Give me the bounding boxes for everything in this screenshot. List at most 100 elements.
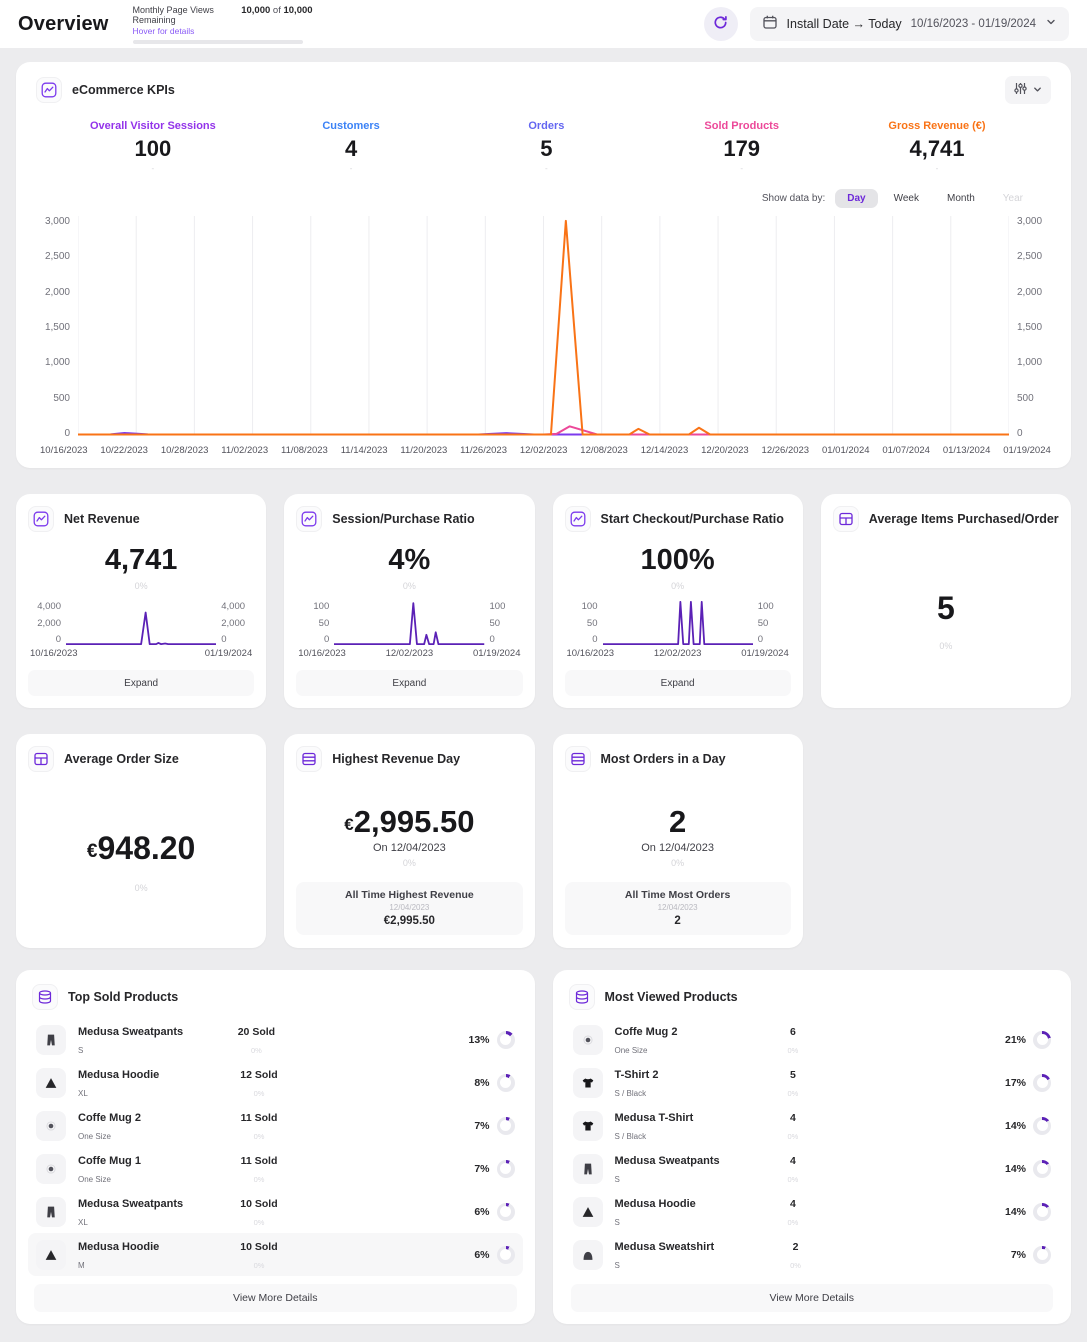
expand-button[interactable]: Expand bbox=[28, 670, 255, 696]
tick-label: 50 bbox=[318, 617, 330, 629]
product-count: 20 Sold bbox=[237, 1025, 276, 1038]
product-row[interactable]: Medusa Hoodie M 10 Sold 0% 6% bbox=[28, 1233, 523, 1276]
expand-button[interactable]: Expand bbox=[564, 670, 791, 696]
tick-label: 50 bbox=[489, 617, 501, 629]
pants-icon bbox=[572, 1153, 603, 1184]
tick-label: 0 bbox=[1017, 427, 1023, 439]
product-name: Medusa Hoodie bbox=[78, 1240, 160, 1253]
card-title: Start Checkout/Purchase Ratio bbox=[600, 512, 784, 526]
kpi-chart-plot[interactable] bbox=[78, 216, 1009, 439]
tick-label: 11/26/2023 bbox=[460, 445, 507, 456]
chart-series-line bbox=[603, 602, 753, 644]
product-row[interactable]: Medusa Sweatshirt S 2 0% 7% bbox=[565, 1233, 1060, 1276]
database-icon bbox=[568, 984, 595, 1010]
tick-label: 500 bbox=[53, 392, 70, 404]
product-row[interactable]: Medusa T-Shirt S / Black 4 0% 14% bbox=[565, 1104, 1060, 1147]
page-views-label: Monthly Page Views Remaining bbox=[132, 4, 214, 25]
delta-badge: 0% bbox=[402, 581, 416, 591]
product-count: 2 bbox=[792, 1240, 799, 1253]
product-row[interactable]: T-Shirt 2 S / Black 5 0% 17% bbox=[565, 1061, 1060, 1104]
top-sold-products-card: Top Sold Products Medusa Sweatpants S 20 … bbox=[16, 970, 535, 1324]
product-count: 4 bbox=[789, 1111, 796, 1124]
sliders-icon bbox=[1013, 81, 1028, 99]
tick-label: 01/13/2024 bbox=[942, 445, 991, 456]
product-count-delta: 0% bbox=[787, 1088, 799, 1098]
tick-label: 10/16/2023 bbox=[566, 648, 615, 659]
chart-series-line bbox=[78, 221, 1009, 435]
delta-badge: 0% bbox=[134, 581, 148, 591]
most-viewed-products-card: Most Viewed Products Coffe Mug 2 One Size… bbox=[552, 970, 1071, 1324]
kpi-customers: Customers 4 - bbox=[322, 120, 380, 173]
card-title: Net Revenue bbox=[64, 512, 140, 526]
toggle-day[interactable]: Day bbox=[835, 189, 878, 208]
line-chart-icon bbox=[36, 77, 62, 103]
product-row[interactable]: Medusa Sweatpants S 20 Sold 0% 13% bbox=[28, 1018, 523, 1061]
product-name: Medusa Sweatpants bbox=[78, 1025, 184, 1038]
delta-badge: 0% bbox=[402, 858, 416, 868]
tick-label: 01/01/2024 bbox=[821, 445, 870, 456]
product-row[interactable]: Coffe Mug 2 One Size 11 Sold 0% 7% bbox=[28, 1104, 523, 1147]
product-name: Medusa Hoodie bbox=[614, 1197, 696, 1210]
product-row[interactable]: Medusa Sweatpants S 4 0% 14% bbox=[565, 1147, 1060, 1190]
tick-label: 2,500 bbox=[44, 251, 70, 263]
product-name: Coffe Mug 2 bbox=[78, 1111, 141, 1124]
chevron-down-icon bbox=[1045, 15, 1057, 33]
chart-options-button[interactable] bbox=[1005, 76, 1051, 104]
page-views-progressbar bbox=[132, 39, 303, 44]
tick-label: 2,000 bbox=[37, 617, 61, 629]
product-row[interactable]: Medusa Hoodie XL 12 Sold 0% 8% bbox=[28, 1061, 523, 1104]
product-row[interactable]: Coffe Mug 1 One Size 11 Sold 0% 7% bbox=[28, 1147, 523, 1190]
card-title: Highest Revenue Day bbox=[332, 752, 461, 766]
product-variant: S / Black bbox=[614, 1088, 647, 1098]
avg-items-per-order-card: Average Items Purchased/Order 5 0% bbox=[820, 494, 1071, 708]
expand-button[interactable]: Expand bbox=[296, 670, 523, 696]
tick-label: 10/22/2023 bbox=[100, 445, 148, 456]
spark-y-left: 100 50 0 bbox=[296, 601, 334, 645]
view-more-details-button[interactable]: View More Details bbox=[570, 1284, 1053, 1312]
tick-label: 3,000 bbox=[44, 216, 70, 227]
product-count-delta: 0% bbox=[787, 1045, 799, 1055]
product-count-delta: 0% bbox=[790, 1260, 801, 1270]
product-share: 8% bbox=[474, 1076, 490, 1089]
spark-y-right: 4,000 2,000 0 bbox=[216, 601, 254, 645]
tick-label: 01/19/2024 bbox=[472, 648, 521, 659]
checkout-purchase-sparkline bbox=[603, 601, 753, 645]
share-donut bbox=[1033, 1159, 1051, 1178]
kpi-overall-visitor-sessions: Overall Visitor Sessions 100 - bbox=[90, 120, 216, 173]
session-purchase-value: 4% bbox=[388, 544, 431, 576]
net-revenue-sparkline bbox=[66, 601, 216, 645]
tick-label: 2,000 bbox=[44, 286, 70, 298]
delta-badge: 0% bbox=[134, 883, 148, 893]
product-count: 5 bbox=[789, 1068, 796, 1081]
refresh-button[interactable] bbox=[703, 7, 738, 41]
product-count-delta: 0% bbox=[253, 1131, 265, 1141]
tshirt-icon bbox=[572, 1110, 603, 1141]
database-icon bbox=[32, 984, 58, 1010]
product-variant: One Size bbox=[614, 1045, 648, 1055]
most-orders-value: 2 bbox=[669, 804, 687, 839]
product-share: 17% bbox=[1004, 1076, 1026, 1089]
tick-label: 2,000 bbox=[1017, 286, 1043, 298]
toggle-month[interactable]: Month bbox=[935, 189, 987, 208]
product-row[interactable]: Medusa Sweatpants XL 10 Sold 0% 6% bbox=[28, 1190, 523, 1233]
tick-label: 4,000 bbox=[37, 601, 61, 612]
tick-label: 01/19/2024 bbox=[204, 648, 253, 659]
ecommerce-kpis-card: eCommerce KPIs Overall Visitor Sessions … bbox=[16, 62, 1071, 468]
product-name: Medusa Sweatpants bbox=[614, 1154, 720, 1167]
view-more-details-button[interactable]: View More Details bbox=[34, 1284, 517, 1312]
date-range-picker[interactable]: Install Date → Today 10/16/2023 - 01/19/… bbox=[749, 7, 1069, 41]
toggle-week[interactable]: Week bbox=[882, 189, 931, 208]
table-grid-icon bbox=[296, 746, 323, 772]
hover-for-details-link[interactable]: Hover for details bbox=[132, 25, 195, 36]
product-share: 7% bbox=[474, 1162, 490, 1175]
spark-y-left: 4,000 2,000 0 bbox=[28, 601, 66, 645]
tick-label: 12/14/2023 bbox=[640, 445, 689, 456]
product-row[interactable]: Coffe Mug 2 One Size 6 0% 21% bbox=[565, 1018, 1060, 1061]
tick-label: 1,000 bbox=[44, 357, 70, 369]
pants-icon bbox=[36, 1024, 66, 1055]
product-row[interactable]: Medusa Hoodie S 4 0% 14% bbox=[565, 1190, 1060, 1233]
hoodie-icon bbox=[36, 1067, 66, 1098]
card-title: Session/Purchase Ratio bbox=[332, 512, 475, 526]
share-donut bbox=[1033, 1030, 1051, 1049]
product-count-delta: 0% bbox=[787, 1174, 799, 1184]
